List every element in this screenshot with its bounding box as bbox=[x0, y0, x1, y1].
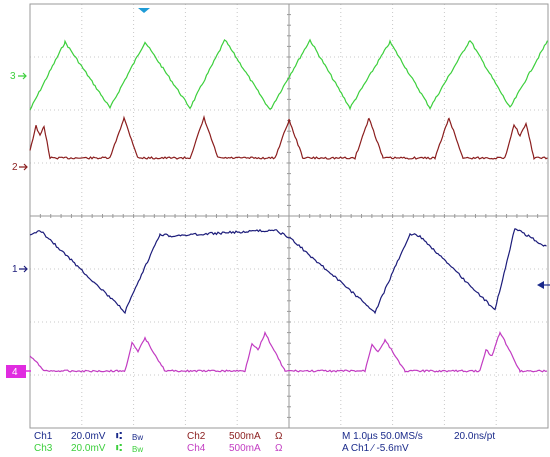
ch3-trace bbox=[29, 38, 549, 111]
ch4-label: Ch4 bbox=[187, 443, 206, 454]
svg-text:3: 3 bbox=[10, 71, 16, 82]
ch4-trace bbox=[29, 330, 548, 373]
ch2-termination: Ω bbox=[275, 431, 283, 442]
ch4-termination: Ω bbox=[275, 443, 283, 454]
ch4-scale: 500mA bbox=[229, 443, 261, 454]
ch1-trace bbox=[29, 228, 547, 315]
resolution-readout: 20.0ns/pt bbox=[454, 431, 496, 442]
trigger-readout: A Ch1 ∕ -5.6mV bbox=[342, 443, 409, 454]
graticule bbox=[29, 3, 549, 429]
ch1-label: Ch1 bbox=[34, 431, 53, 442]
trigger-position-marker[interactable] bbox=[138, 8, 150, 13]
ch2-scale: 500mA bbox=[229, 431, 261, 442]
ch1-marker[interactable]: 1 bbox=[12, 264, 28, 275]
ch1-coupling-icon: ⑆ bbox=[116, 431, 122, 442]
ch2-marker[interactable]: 2 bbox=[12, 162, 28, 173]
ch3-marker[interactable]: 3 bbox=[10, 71, 27, 82]
ch2-trace bbox=[29, 114, 548, 161]
trigger-level-arrow[interactable] bbox=[537, 281, 544, 289]
ch3-scale: 20.0mV bbox=[71, 443, 106, 454]
svg-text:4: 4 bbox=[12, 367, 18, 378]
ch1-scale: 20.0mV bbox=[71, 431, 106, 442]
ch4-marker[interactable]: 4 bbox=[6, 365, 31, 378]
svg-text:2: 2 bbox=[12, 162, 18, 173]
ch3-label: Ch3 bbox=[34, 443, 53, 454]
ch3-coupling-icon: ⑆ bbox=[116, 443, 122, 454]
ch2-label: Ch2 bbox=[187, 431, 206, 442]
svg-text:1: 1 bbox=[12, 264, 18, 275]
timebase-readout: M 1.0µs 50.0MS/s bbox=[342, 431, 423, 442]
ch3-bandwidth-limit: Bw bbox=[132, 445, 144, 454]
ch1-bandwidth-limit: Bw bbox=[132, 433, 144, 442]
